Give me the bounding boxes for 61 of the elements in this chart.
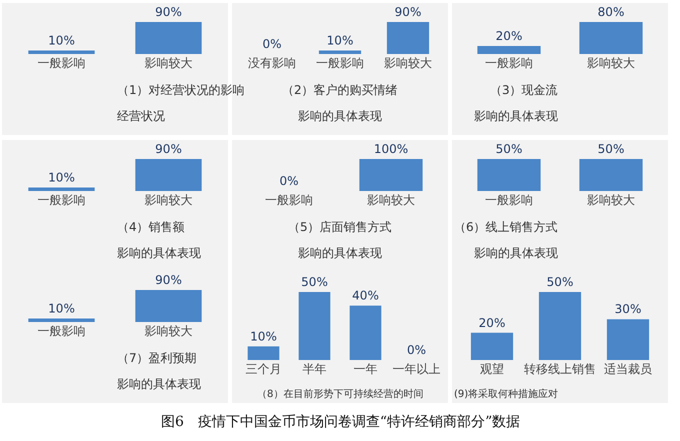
text: (9)将采取何种措施应对 — [454, 388, 558, 400]
text: 影响的具体表现 — [117, 377, 201, 391]
data-label: 90% — [155, 5, 182, 19]
data-label: 50% — [301, 275, 328, 289]
x-tick-label: 一般影响 — [485, 193, 533, 207]
data-label: 50% — [546, 275, 574, 289]
data-label: 0% — [406, 343, 426, 357]
text: （7）盈利预期 — [117, 351, 197, 365]
data-label: 0% — [262, 37, 282, 51]
data-label: 40% — [352, 288, 379, 303]
x-tick-label: 一般影响 — [485, 56, 533, 70]
data-label: 50% — [496, 142, 522, 156]
data-label: 10% — [250, 329, 277, 344]
text: 经营状况 — [117, 109, 165, 123]
x-tick-label: 影响较大 — [384, 56, 432, 70]
data-label: 10% — [326, 33, 354, 48]
x-tick-label: 没有影响 — [248, 56, 296, 70]
data-label: 20% — [496, 29, 522, 43]
x-tick-label: 适当裁员 — [604, 362, 652, 376]
text: （6）线上销售方式 — [454, 220, 558, 234]
x-tick-label: 半年 — [302, 362, 326, 376]
text: （8）在目前形势下可持续经营的时间 — [257, 388, 424, 400]
text: （4）销售额 — [117, 220, 185, 234]
data-label: 10% — [48, 33, 75, 48]
data-label: 50% — [598, 142, 624, 156]
x-tick-label: 一般影响 — [38, 324, 86, 338]
x-tick-label: 影响较大 — [144, 324, 192, 338]
x-tick-label: 影响较大 — [587, 56, 635, 70]
x-tick-label: 一年以上 — [392, 362, 440, 376]
x-tick-label: 一般影响 — [38, 193, 86, 207]
x-tick-label: 观望 — [480, 362, 504, 376]
text: （2）客户的购买情绪 — [282, 83, 398, 97]
data-label: 20% — [478, 316, 506, 330]
x-tick-label: 一年 — [354, 362, 378, 376]
text: 影响的具体表现 — [298, 109, 382, 123]
text: 影响的具体表现 — [298, 246, 382, 260]
caption: 图6 疫情下中国金币市场问卷调查“特许经销商部分”数据 — [161, 414, 520, 430]
x-tick-label: 一般影响 — [316, 56, 364, 70]
x-tick-label: 影响较大 — [587, 193, 635, 207]
x-tick-label: 影响较大 — [144, 56, 192, 70]
text: 影响的具体表现 — [117, 246, 201, 260]
data-label: 90% — [394, 5, 422, 19]
data-label: 100% — [374, 142, 408, 156]
text: （5）店面销售方式 — [288, 220, 392, 234]
text: 影响的具体表现 — [474, 246, 558, 260]
data-label: 10% — [48, 170, 75, 184]
text: 影响的具体表现 — [474, 109, 558, 123]
data-label: 0% — [279, 174, 299, 188]
text: （1）对经营状况的影响 — [117, 83, 245, 97]
x-tick-label: 转移线上销售 — [524, 362, 596, 376]
data-label: 90% — [155, 273, 182, 287]
x-tick-label: 三个月 — [246, 362, 282, 376]
data-label: 90% — [155, 142, 182, 156]
x-tick-label: 一般影响 — [265, 193, 313, 207]
text: （3）现金流 — [490, 83, 558, 97]
x-tick-label: 影响较大 — [367, 193, 415, 207]
x-tick-label: 一般影响 — [38, 56, 86, 70]
data-label: 80% — [598, 5, 624, 19]
x-tick-label: 影响较大 — [144, 193, 192, 207]
data-label: 30% — [614, 302, 642, 316]
data-label: 10% — [48, 301, 75, 316]
